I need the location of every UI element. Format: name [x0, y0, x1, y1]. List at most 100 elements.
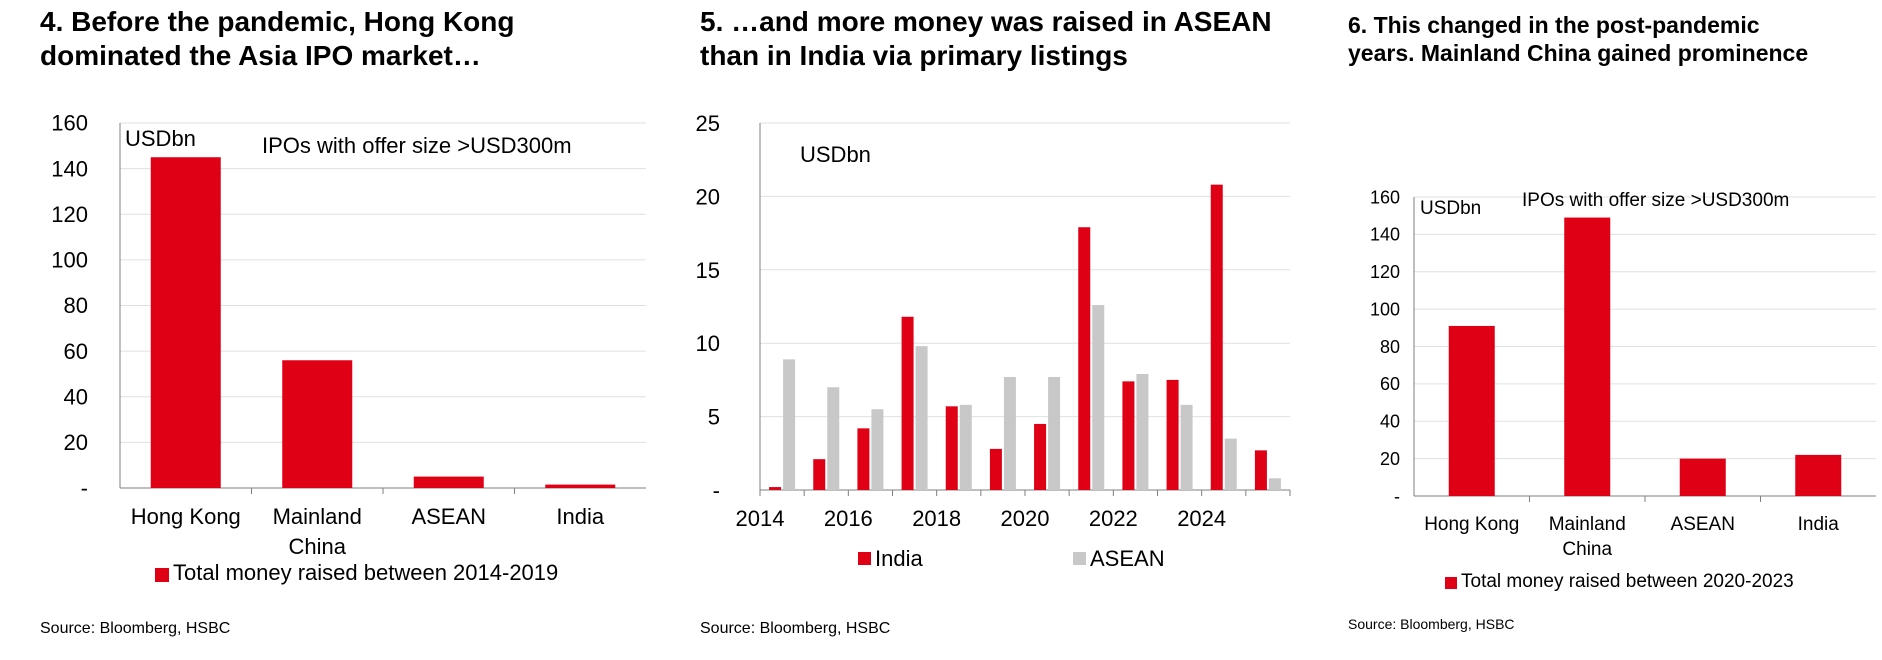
bar — [989, 448, 1002, 490]
y-tick-label: 140 — [1370, 225, 1400, 245]
bar — [1078, 227, 1091, 490]
legend-swatch — [1073, 552, 1086, 565]
y-tick-label: - — [713, 478, 720, 503]
chart-annotation: IPOs with offer size >USD300m — [262, 133, 572, 158]
y-tick-label: 160 — [51, 111, 88, 136]
source-note: Source: Bloomberg, HSBC — [1348, 616, 1515, 632]
chart-panel-3: 6. This changed in the post-pandemic yea… — [1340, 0, 1882, 660]
legend-label: Total money raised between 2014-2019 — [173, 560, 558, 585]
bar — [1448, 325, 1495, 496]
bar — [915, 346, 928, 490]
y-tick-label: 20 — [696, 184, 720, 209]
bar — [1003, 376, 1016, 490]
y-tick-label: 20 — [1380, 449, 1400, 469]
x-category-label: Mainland — [273, 504, 362, 529]
y-tick-label: 140 — [51, 156, 88, 181]
x-category-label: China — [289, 534, 347, 559]
y-tick-label: 160 — [1370, 187, 1400, 207]
bar — [1254, 450, 1267, 490]
bar — [545, 484, 616, 488]
x-tick-label: 2020 — [1001, 506, 1050, 531]
y-tick-label: 5 — [708, 405, 720, 430]
chart-panel-2: 5. …and more money was raised in ASEAN t… — [690, 0, 1340, 660]
bar — [857, 428, 870, 490]
x-category-label: ASEAN — [411, 504, 486, 529]
y-tick-label: 10 — [696, 331, 720, 356]
y-tick-label: 40 — [64, 384, 88, 409]
chart-title-line2: than in India via primary listings — [700, 40, 1128, 71]
y-tick-label: 120 — [1370, 262, 1400, 282]
bar — [1224, 438, 1237, 490]
bar — [945, 406, 958, 490]
x-category-label: India — [556, 504, 604, 529]
bar — [1210, 184, 1223, 490]
unit-label: USDbn — [1420, 198, 1481, 219]
y-tick-label: 100 — [1370, 299, 1400, 319]
chart-panel-1: 4. Before the pandemic, Hong Kong domina… — [0, 0, 660, 660]
bar — [413, 476, 484, 488]
x-category-label: Mainland — [1549, 514, 1626, 535]
bar-chart-2: - 5 10 15 20 25 2014 2016 2018 2020 2022 2024 USDbn I… — [696, 111, 1291, 571]
bar — [901, 316, 914, 490]
legend-swatch — [155, 568, 169, 582]
x-category-label: India — [1798, 514, 1840, 535]
x-tick-label: 2016 — [824, 506, 873, 531]
legend-label: ASEAN — [1090, 546, 1165, 571]
chart-title-line2: dominated the Asia IPO market… — [40, 40, 481, 71]
bar — [1268, 478, 1281, 490]
bar — [1048, 376, 1061, 490]
bar — [827, 387, 840, 490]
source-note: Source: Bloomberg, HSBC — [40, 620, 231, 637]
bar — [1122, 381, 1135, 490]
x-category-label: Hong Kong — [131, 504, 241, 529]
legend-swatch — [1445, 577, 1457, 589]
y-tick-label: 25 — [696, 111, 720, 136]
bar — [282, 360, 353, 488]
legend-label: Total money raised between 2020-2023 — [1461, 571, 1794, 592]
bar — [1564, 217, 1611, 496]
chart-title-line1: 6. This changed in the post-pandemic — [1348, 12, 1760, 38]
bar-chart-3: - 20 40 60 80 100 120 140 160 Hong Kong Mainland Ch… — [1370, 187, 1876, 592]
chart-title-line2: years. Mainland China gained prominence — [1348, 40, 1809, 66]
chart-title-line1: 5. …and more money was raised in ASEAN — [700, 6, 1272, 37]
y-tick-label: 100 — [51, 248, 88, 273]
legend-swatch — [858, 552, 871, 565]
bar — [1092, 305, 1105, 490]
source-note: Source: Bloomberg, HSBC — [700, 620, 891, 637]
x-category-label: China — [1562, 539, 1612, 560]
y-tick-label: 80 — [64, 293, 88, 318]
y-tick-label: 120 — [51, 202, 88, 227]
y-tick-label: 20 — [64, 430, 88, 455]
x-tick-label: 2022 — [1089, 506, 1138, 531]
bar — [871, 409, 884, 490]
bar — [959, 404, 972, 490]
bar — [1180, 404, 1193, 490]
chart-title-line1: 4. Before the pandemic, Hong Kong — [40, 6, 515, 37]
chart-annotation: IPOs with offer size >USD300m — [1522, 190, 1789, 211]
y-tick-label: 40 — [1380, 412, 1400, 432]
y-tick-label: 80 — [1380, 337, 1400, 357]
y-tick-label: 15 — [696, 258, 720, 283]
bar — [769, 487, 782, 490]
x-tick-label: 2014 — [736, 506, 785, 531]
bar — [150, 157, 221, 488]
legend-label: India — [875, 546, 923, 571]
bar — [813, 459, 826, 490]
y-tick-label: - — [1394, 486, 1400, 506]
bar — [1136, 374, 1149, 490]
y-tick-label: 60 — [64, 339, 88, 364]
x-tick-label: 2018 — [912, 506, 961, 531]
x-category-label: ASEAN — [1671, 514, 1735, 535]
y-tick-label: 60 — [1380, 374, 1400, 394]
y-tick-label: - — [81, 476, 88, 501]
unit-label: USDbn — [800, 142, 871, 167]
bar — [1795, 454, 1842, 496]
x-tick-label: 2024 — [1177, 506, 1226, 531]
x-category-label: Hong Kong — [1424, 514, 1519, 535]
unit-label: USDbn — [125, 126, 196, 151]
bar — [1679, 458, 1726, 496]
bar — [1166, 379, 1179, 490]
bar — [783, 359, 796, 490]
bar-chart-1: - 20 40 60 80 100 120 140 160 Hong Kong Mainland Ch… — [51, 111, 646, 585]
bar — [1034, 423, 1047, 490]
